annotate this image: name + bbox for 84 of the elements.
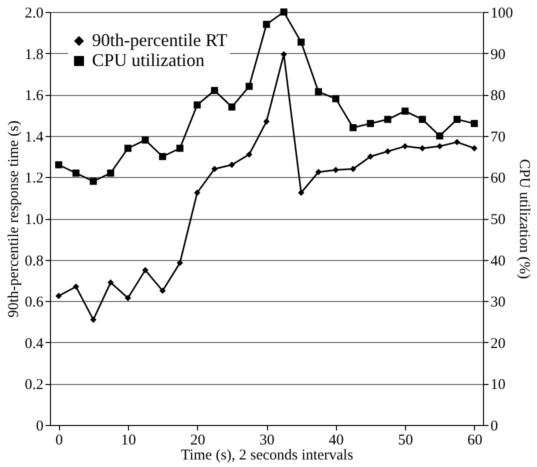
point xyxy=(367,153,374,160)
point xyxy=(246,151,252,158)
y-tick-label: 0 xyxy=(36,418,44,434)
y2-tick-label: 20 xyxy=(490,336,506,352)
point xyxy=(90,316,96,323)
x-tick-label: 10 xyxy=(120,432,136,448)
y-tick-label: 1.8 xyxy=(24,46,44,63)
point xyxy=(176,260,184,266)
point xyxy=(211,86,218,94)
point xyxy=(384,116,392,123)
x-tick-label: 30 xyxy=(260,432,274,448)
point xyxy=(262,20,270,28)
point xyxy=(176,144,184,152)
y-tick-label: 1.4 xyxy=(24,129,44,146)
y-tick-label: 0.8 xyxy=(24,253,44,270)
point xyxy=(453,116,461,123)
point xyxy=(246,82,253,90)
y-tick-label: 0.2 xyxy=(24,377,44,394)
y2-tick-label: 90 xyxy=(490,46,506,63)
point xyxy=(298,190,304,196)
point xyxy=(124,144,132,152)
point xyxy=(55,161,62,168)
point xyxy=(471,145,478,152)
point xyxy=(315,168,322,176)
legend-label: CPU utilization xyxy=(92,50,204,70)
point xyxy=(332,166,339,174)
point xyxy=(194,101,201,108)
y2-tick-label: 40 xyxy=(490,253,506,270)
y-tick-label: 2.0 xyxy=(24,6,44,22)
y-tick-label: 1.2 xyxy=(24,170,44,187)
point xyxy=(436,143,443,150)
point xyxy=(298,38,305,46)
point xyxy=(366,120,374,128)
point xyxy=(402,143,408,150)
y2-tick-label: 100 xyxy=(490,6,513,22)
point xyxy=(350,166,356,172)
point xyxy=(228,103,236,111)
y2-tick-label: 10 xyxy=(490,377,506,394)
x-tick-label: 20 xyxy=(190,432,206,448)
point xyxy=(350,124,357,132)
point xyxy=(194,190,200,196)
legend-label: 90th-percentile RT xyxy=(92,30,228,50)
point xyxy=(470,120,478,128)
point xyxy=(402,108,409,115)
point xyxy=(436,132,444,140)
y2-tick-label: 80 xyxy=(490,88,506,104)
point xyxy=(228,162,236,168)
point xyxy=(384,148,391,155)
point xyxy=(159,153,166,160)
y2-tick-label: 30 xyxy=(490,294,506,311)
point xyxy=(124,294,132,302)
point xyxy=(107,170,114,177)
point xyxy=(142,266,148,274)
x-tick-label: 50 xyxy=(398,432,414,448)
point xyxy=(454,138,460,146)
y-tick-label: 0.6 xyxy=(24,294,44,311)
point xyxy=(159,288,166,294)
x-tick-label: 40 xyxy=(328,432,344,448)
point xyxy=(314,88,322,96)
point xyxy=(332,95,340,102)
point xyxy=(56,292,62,300)
y-tick-label: 1.0 xyxy=(24,212,44,228)
y2-tick-label: 50 xyxy=(490,212,506,228)
y2-tick-label: 0 xyxy=(490,418,498,434)
y-tick-label: 1.6 xyxy=(24,88,44,104)
point xyxy=(211,166,218,172)
y-tick-label: 0.4 xyxy=(24,336,44,352)
y-axis-title: 90th-percentile response time (s) xyxy=(6,120,22,318)
point xyxy=(72,170,80,177)
x-tick-label: 60 xyxy=(467,432,482,448)
x-axis-title: Time (s), 2 seconds intervals xyxy=(180,448,354,464)
point xyxy=(263,118,270,125)
point xyxy=(142,136,149,144)
point xyxy=(280,51,287,58)
point xyxy=(419,145,426,152)
y2-tick-label: 60 xyxy=(490,170,506,187)
point xyxy=(72,283,80,290)
point xyxy=(90,178,97,185)
y2-tick-label: 70 xyxy=(490,129,506,146)
point xyxy=(107,279,114,286)
y2-axis-title: CPU utilization (%) xyxy=(516,159,532,279)
x-tick-label: 0 xyxy=(55,432,63,448)
point xyxy=(418,116,426,123)
point xyxy=(280,8,288,16)
